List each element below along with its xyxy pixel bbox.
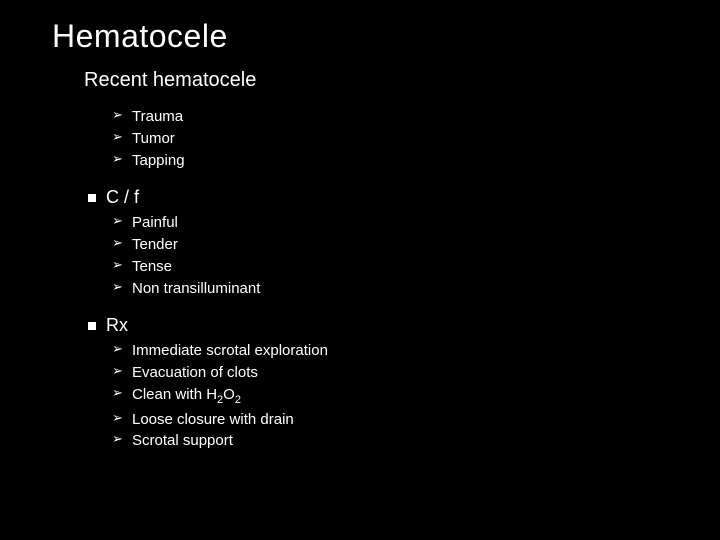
- list-item: Loose closure with drain: [112, 409, 720, 431]
- slide: Hematocele Recent hematocele Trauma Tumo…: [0, 0, 720, 540]
- section-heading-rx: Rx: [88, 315, 720, 336]
- section-heading-cf: C / f: [88, 187, 720, 208]
- list-item: Tender: [112, 234, 720, 256]
- list-item: Tumor: [112, 128, 720, 150]
- causes-list: Trauma Tumor Tapping: [112, 106, 720, 171]
- list-item: Immediate scrotal exploration: [112, 340, 720, 362]
- slide-title: Hematocele: [52, 18, 720, 55]
- list-item: Non transilluminant: [112, 278, 720, 300]
- list-item: Painful: [112, 212, 720, 234]
- rx-list: Immediate scrotal exploration Evacuation…: [112, 340, 720, 452]
- list-item: Scrotal support: [112, 430, 720, 452]
- subheading: Recent hematocele: [84, 69, 720, 92]
- cf-list: Painful Tender Tense Non transilluminant: [112, 212, 720, 299]
- list-item: Tense: [112, 256, 720, 278]
- list-item: Clean with H2O2: [112, 384, 720, 409]
- list-item: Tapping: [112, 150, 720, 172]
- list-item: Trauma: [112, 106, 720, 128]
- list-item: Evacuation of clots: [112, 362, 720, 384]
